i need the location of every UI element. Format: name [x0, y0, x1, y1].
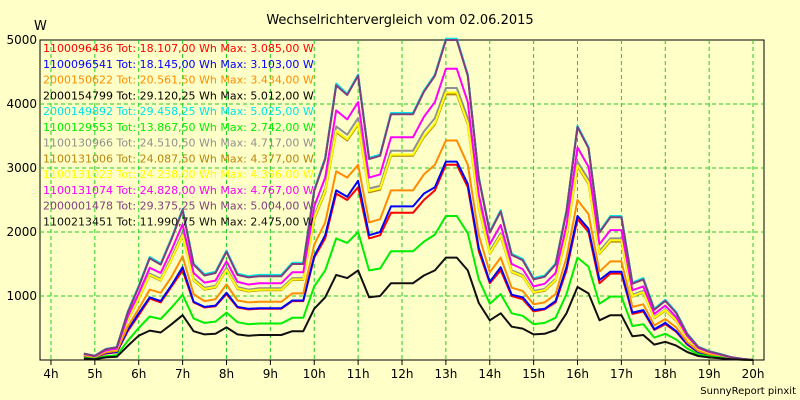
x-tick-label: 9h: [263, 367, 278, 381]
x-tick-label: 13h: [434, 367, 457, 381]
y-tick-label: 2000: [6, 225, 37, 239]
x-tick-label: 8h: [219, 367, 234, 381]
x-tick-label: 6h: [131, 367, 146, 381]
legend-entry-1100131023: 1100131023 Tot: 24.238,00 Wh Max: 4.396,…: [43, 168, 314, 181]
series-line-2000150622: [83, 139, 754, 361]
grid: [40, 40, 764, 360]
legend-entry-2000001478: 2000001478 Tot: 29.375,25 Wh Max: 5.004,…: [43, 200, 314, 213]
x-tick-label: 19h: [698, 367, 721, 381]
chart-title: Wechselrichtervergleich vom 02.06.2015: [266, 13, 533, 28]
x-tick-label: 7h: [175, 367, 190, 381]
footer-credit: SunnyReport pinxit: [700, 386, 796, 397]
x-tick-label: 20h: [742, 367, 765, 381]
series-lines: [83, 37, 754, 361]
legend-entry-1100096541: 1100096541 Tot: 18.145,00 Wh Max: 3.103,…: [43, 58, 314, 71]
legend-entry-2000149892: 2000149892 Tot: 29.458,25 Wh Max: 5.025,…: [43, 105, 314, 118]
legend-entry-2000154799: 2000154799 Tot: 29.120,25 Wh Max: 5.012,…: [43, 89, 314, 102]
series-line-1100131023: [83, 91, 754, 361]
legend-entry-2000150622: 2000150622 Tot: 20.561,50 Wh Max: 3.434,…: [43, 74, 314, 87]
legend-entry-1100131074: 1100131074 Tot: 24.828,00 Wh Max: 4.767,…: [43, 184, 314, 197]
x-tick-label: 10h: [303, 367, 326, 381]
series-line-1100130966: [83, 87, 754, 361]
x-tick-label: 16h: [566, 367, 589, 381]
legend-entry-1100130966: 1100130966 Tot: 24.510,50 Wh Max: 4.717,…: [43, 137, 314, 150]
y-tick-label: 1000: [6, 289, 37, 303]
x-tick-label: 14h: [478, 367, 501, 381]
series-line-1100131074: [83, 67, 754, 361]
x-axis: 4h 5h 6h 7h 8h 9h 10h 11h 12h 13h 14h 15h 16h 17h 18h 1…: [43, 360, 764, 381]
legend-entry-1100131006: 1100131006 Tot: 24.087,50 Wh Max: 4.377,…: [43, 152, 314, 165]
legend-entry-1100129553: 1100129553 Tot: 13.867,50 Wh Max: 2.742,…: [43, 121, 314, 134]
y-tick-label: 5000: [6, 33, 37, 47]
y-axis-unit: W: [34, 19, 47, 34]
legend: 1100096436 Tot: 18.107,00 Wh Max: 3.085,…: [43, 42, 314, 228]
legend-entry-1100213451: 1100213451 Tot: 11.990,75 Wh Max: 2.475,…: [43, 215, 314, 228]
x-tick-label: 4h: [43, 367, 58, 381]
x-tick-label: 15h: [522, 367, 545, 381]
series-line-1100213451: [83, 256, 754, 361]
x-tick-label: 12h: [391, 367, 414, 381]
y-axis: 1000 2000 3000 4000 5000: [6, 33, 37, 303]
y-tick-label: 4000: [6, 97, 37, 111]
y-tick-label: 3000: [6, 161, 37, 175]
series-line-1100129553: [83, 215, 754, 361]
x-tick-label: 17h: [610, 367, 633, 381]
series-line-1100096541: [83, 160, 754, 361]
legend-entry-1100096436: 1100096436 Tot: 18.107,00 Wh Max: 3.085,…: [43, 42, 314, 55]
series-line-2000001478: [83, 39, 754, 361]
x-tick-label: 5h: [87, 367, 102, 381]
x-tick-label: 18h: [654, 367, 677, 381]
x-tick-label: 11h: [347, 367, 370, 381]
